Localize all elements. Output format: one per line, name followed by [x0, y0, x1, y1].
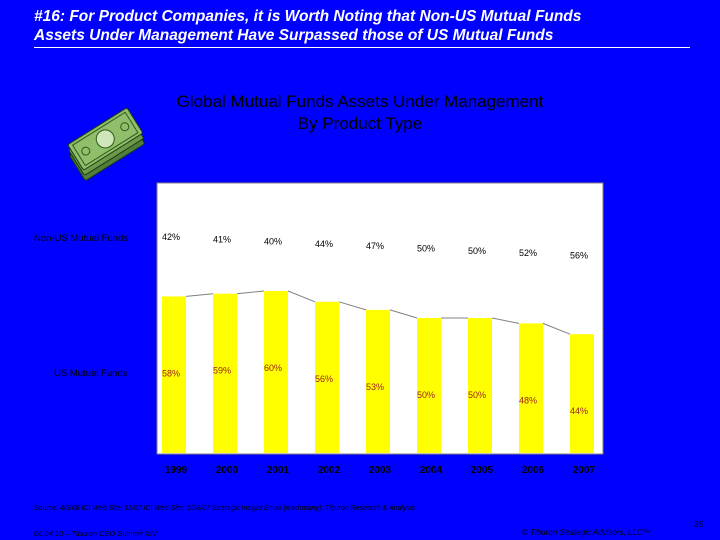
label-us-2002: 56%: [315, 374, 333, 384]
label-us-2007: 44%: [570, 406, 588, 416]
x-axis-ticks: 1999 2000 2001 2002 2003 2004 2005 2006 2007: [165, 465, 596, 476]
x-tick-2003: 2003: [369, 465, 392, 476]
x-tick-2005: 2005: [471, 465, 494, 476]
bar-us-2000: [213, 293, 237, 453]
label-non-us-2004: 50%: [417, 244, 435, 254]
headline-line-1: #16: For Product Companies, it is Worth …: [34, 8, 582, 25]
bar-us-1999: [162, 296, 186, 453]
chart-title: Global Mutual Funds Assets Under Managem…: [176, 92, 544, 111]
series-connector: [389, 309, 418, 319]
label-us-2003: 53%: [366, 382, 384, 392]
bar-us-2003: [366, 309, 390, 453]
bar-us-2006: [519, 323, 543, 453]
label-us-1999: 58%: [162, 368, 180, 378]
footer-event: 06.04.10 – Tiburon CEO Summit XIV: [34, 529, 157, 538]
label-us-2000: 59%: [213, 366, 231, 376]
series-connector: [338, 301, 367, 311]
label-non-us-2001: 40%: [264, 237, 282, 247]
x-tick-2001: 2001: [267, 465, 290, 476]
x-tick-2004: 2004: [420, 465, 443, 476]
money-stack-icon: [67, 107, 145, 181]
series-connector: [287, 290, 316, 303]
headline-line-2: Assets Under Management Have Surpassed t…: [34, 27, 554, 44]
bar-us-2005: [468, 318, 492, 453]
bar-us-2004: [417, 318, 441, 453]
label-non-us-2003: 47%: [366, 241, 384, 251]
chart-title-block: Global Mutual Funds Assets Under Managem…: [80, 91, 640, 135]
bar-us-2002: [315, 301, 339, 453]
series-connector: [491, 317, 520, 324]
page-number: 36: [694, 520, 703, 529]
label-us-2006: 48%: [519, 395, 537, 405]
label-non-us-2006: 52%: [519, 248, 537, 258]
legend-us: US Mutual Funds: [54, 368, 128, 379]
label-us-2005: 50%: [468, 390, 486, 400]
x-tick-1999: 1999: [165, 465, 188, 476]
bar-us-2007: [570, 334, 594, 453]
x-tick-2000: 2000: [216, 465, 239, 476]
series-connector: [236, 290, 265, 295]
footer-copyright: © Tiburon Strategic Advisors, LLC™: [522, 528, 651, 537]
label-non-us-2005: 50%: [468, 246, 486, 256]
label-non-us-1999: 42%: [162, 232, 180, 242]
label-us-2004: 50%: [417, 390, 435, 400]
series-connector: [185, 293, 214, 297]
series-connector: [542, 322, 571, 335]
label-non-us-2007: 56%: [570, 250, 588, 260]
bars: [162, 290, 594, 453]
source-note: Source: 4/3/08 ICI Web Site; 11/07 ICI W…: [34, 505, 415, 512]
x-tick-2006: 2006: [522, 465, 545, 476]
legend: Non-US Mutual Funds US Mutual Funds: [34, 233, 128, 379]
data-labels: 58% 42% 59% 41% 60% 40% 56% 44% 53% 47% 50% 50% 50% 5…: [162, 232, 588, 416]
headline-divider: [34, 47, 690, 48]
slide-headline: #16: For Product Companies, it is Worth …: [34, 7, 694, 45]
x-tick-2007: 2007: [573, 465, 596, 476]
x-tick-2002: 2002: [318, 465, 341, 476]
bar-us-2001: [264, 291, 288, 453]
chart-subtitle: By Product Type: [297, 114, 423, 133]
legend-non-us: Non-US Mutual Funds: [34, 233, 128, 244]
label-us-2001: 60%: [264, 363, 282, 373]
label-non-us-2000: 41%: [213, 234, 231, 244]
label-non-us-2002: 44%: [315, 239, 333, 249]
